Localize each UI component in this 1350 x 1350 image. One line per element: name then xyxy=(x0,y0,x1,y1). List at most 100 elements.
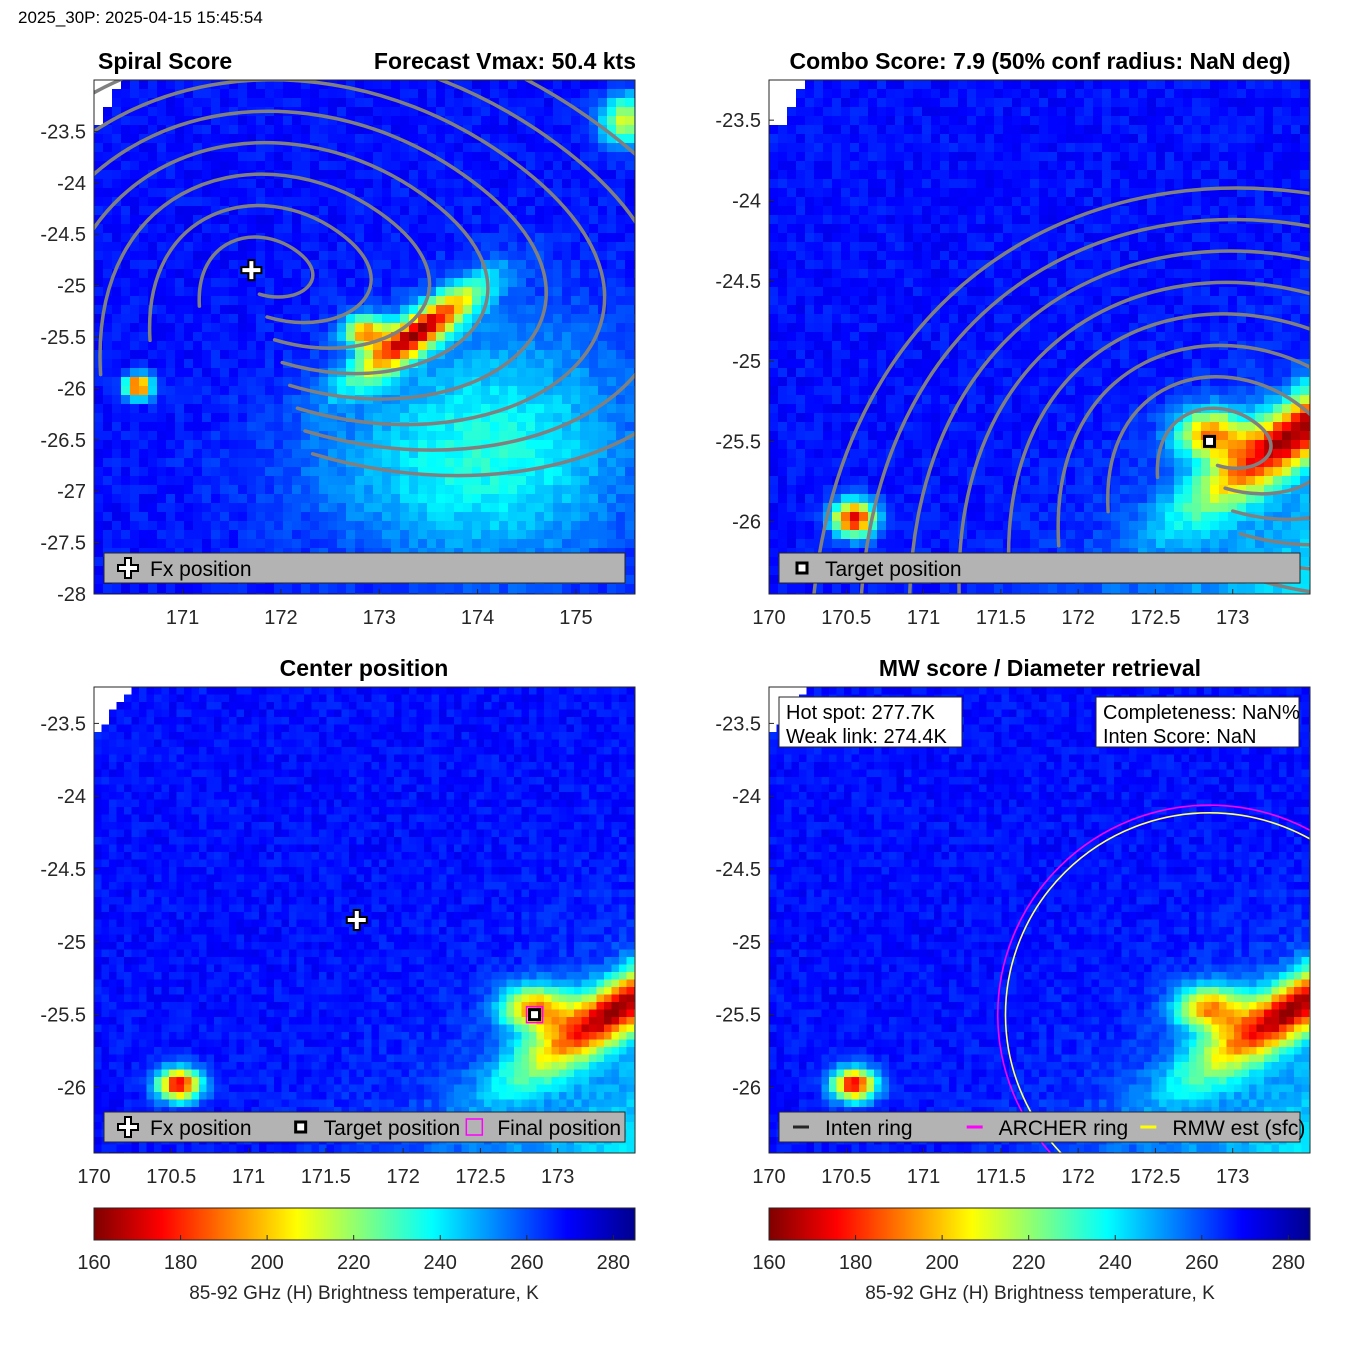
final-position-marker xyxy=(525,1005,544,1024)
colorbar-left: 160 180 200 220 240 260 280 85-92 GHz (H) Brig… xyxy=(77,1207,636,1304)
spiral-score-title: Spiral Score xyxy=(98,48,232,74)
y-tick-label: -23.5 xyxy=(40,121,86,143)
x-tick-label: 170 xyxy=(77,1166,110,1188)
info-line: Inten Score: NaN xyxy=(1103,726,1256,748)
target-icon xyxy=(795,561,809,575)
brightness-temperature-field xyxy=(94,80,635,594)
legend-label: ARCHER ring xyxy=(999,1117,1129,1140)
legend-label: Inten ring xyxy=(825,1117,913,1140)
colorbar-tick-label: 220 xyxy=(337,1252,370,1274)
y-tick-label: -25 xyxy=(732,351,761,373)
contour-lines xyxy=(812,186,1310,594)
x-tick-label: 172 xyxy=(264,607,297,629)
axes-box xyxy=(768,686,1311,1154)
forecast-vmax-title: Forecast Vmax: 50.4 kts xyxy=(374,48,636,74)
colorbar-left-gradient xyxy=(93,1207,636,1241)
x-tick-label: 172.5 xyxy=(1130,607,1180,629)
colorbar-right-gradient xyxy=(768,1207,1311,1241)
x-tick-label: 171.5 xyxy=(976,607,1026,629)
fx-position-marker xyxy=(345,909,368,931)
legend-label: Target position xyxy=(324,1117,461,1140)
contour-line xyxy=(1106,375,1310,514)
y-tick-label: -24.5 xyxy=(715,271,761,293)
contour-line xyxy=(94,141,490,376)
colorbar-right-label: 85-92 GHz (H) Brightness temperature, K xyxy=(865,1283,1215,1304)
archer-ring xyxy=(997,804,1310,1153)
center-position-title: Center position xyxy=(280,655,449,681)
legend-label: Final position xyxy=(497,1117,621,1140)
colorbar-right: 160 180 200 220 240 260 280 85-92 GHz (H) Brig… xyxy=(752,1207,1311,1304)
final-icon xyxy=(465,1118,484,1136)
x-tick-label: 171.5 xyxy=(301,1166,351,1188)
colorbar-tick-label: 260 xyxy=(1185,1252,1218,1274)
x-tick-label: 170 xyxy=(752,607,785,629)
y-tick-label: -24 xyxy=(57,173,86,195)
rmw-ring xyxy=(1004,812,1310,1153)
x-tick-label: 170.5 xyxy=(821,607,871,629)
contour-line xyxy=(859,217,1310,594)
y-tick-label: -28 xyxy=(57,584,86,606)
fx-icon xyxy=(117,557,139,579)
x-tick-label: 173 xyxy=(541,1166,574,1188)
colorbar-tick-label: 240 xyxy=(1099,1252,1132,1274)
x-tick-label: 172 xyxy=(1061,1166,1094,1188)
axes-box xyxy=(768,79,1311,595)
contour-line xyxy=(148,203,373,343)
colorbar-tick-label: 260 xyxy=(510,1252,543,1274)
y-tick-label: -25.5 xyxy=(715,1005,761,1027)
x-tick-label: 171 xyxy=(232,1166,265,1188)
brightness-temperature-field xyxy=(94,687,635,1153)
y-tick-label: -25 xyxy=(57,932,86,954)
brightness-temperature-field xyxy=(769,80,1310,594)
colorbar-tick-label: 240 xyxy=(424,1252,457,1274)
y-tick-label: -27.5 xyxy=(40,533,86,555)
info-line: Weak link: 274.4K xyxy=(786,726,947,748)
axes-box xyxy=(93,686,636,1154)
contour-line xyxy=(94,109,549,401)
mw-score-title: MW score / Diameter retrieval xyxy=(879,655,1201,681)
completeness-info-box: Completeness: NaN%Inten Score: NaN xyxy=(1095,696,1300,748)
contour-line xyxy=(1056,343,1310,548)
combo-score-plot-area: 170 170.5 171 171.5 172 172.5 173 -23.5 -24 -24.5… xyxy=(715,79,1311,629)
y-tick-label: -25 xyxy=(57,276,86,298)
contour-line xyxy=(812,186,1310,594)
mw-score-panel: MW score / Diameter retrieval 170 170.5 17… xyxy=(715,655,1311,1188)
x-tick-label: 170.5 xyxy=(146,1166,196,1188)
legend-label: RMW est (sfc) xyxy=(1172,1117,1305,1140)
y-tick-label: -24 xyxy=(57,786,86,808)
x-tick-label: 173 xyxy=(363,607,396,629)
spiral-score-plot-area: 171 172 173 174 175 -23.5 -24 -24.5 -25 -25.5 -26 -… xyxy=(40,79,636,629)
y-tick-label: -26 xyxy=(57,1077,86,1099)
legend-label: Target position xyxy=(825,558,962,581)
x-tick-label: 174 xyxy=(461,607,494,629)
contour-line xyxy=(1006,312,1310,582)
y-tick-label: -24 xyxy=(732,786,761,808)
combo-score-title: Combo Score: 7.9 (50% conf radius: NaN d… xyxy=(790,48,1291,74)
contour-line xyxy=(94,80,607,427)
x-tick-label: 171 xyxy=(907,607,940,629)
contour-line xyxy=(197,235,315,308)
y-tick-label: -26 xyxy=(732,512,761,534)
spiral-score-panel: Spiral Score Forecast Vmax: 50.4 kts 171… xyxy=(40,48,636,629)
x-tick-label: 171.5 xyxy=(976,1166,1026,1188)
legend: Fx position Target position Final position xyxy=(103,1111,626,1143)
y-tick-label: -24 xyxy=(732,190,761,212)
x-tick-label: 173 xyxy=(1216,607,1249,629)
x-tick-label: 173 xyxy=(1216,1166,1249,1188)
y-tick-label: -25.5 xyxy=(40,327,86,349)
info-line: Hot spot: 277.7K xyxy=(786,702,936,724)
colorbar-tick-label: 280 xyxy=(597,1252,630,1274)
colorbar-tick-label: 280 xyxy=(1272,1252,1305,1274)
info-line: Completeness: NaN% xyxy=(1103,702,1300,724)
x-tick-label: 175 xyxy=(559,607,592,629)
y-tick-label: -27 xyxy=(57,481,86,503)
image-header: 2025_30P: 2025-04-15 15:45:54 xyxy=(18,8,263,27)
x-tick-label: 172 xyxy=(386,1166,419,1188)
y-tick-label: -23.5 xyxy=(715,110,761,132)
colorbar-tick-label: 180 xyxy=(839,1252,872,1274)
mw-score-plot-area: 170 170.5 171 171.5 172 172.5 173 -23.5 -24 -24.5… xyxy=(715,686,1311,1188)
legend-label: Fx position xyxy=(150,1117,252,1140)
colorbar-tick-label: 160 xyxy=(752,1252,785,1274)
legend: Inten ring ARCHER ring RMW est (sfc) xyxy=(778,1111,1305,1143)
